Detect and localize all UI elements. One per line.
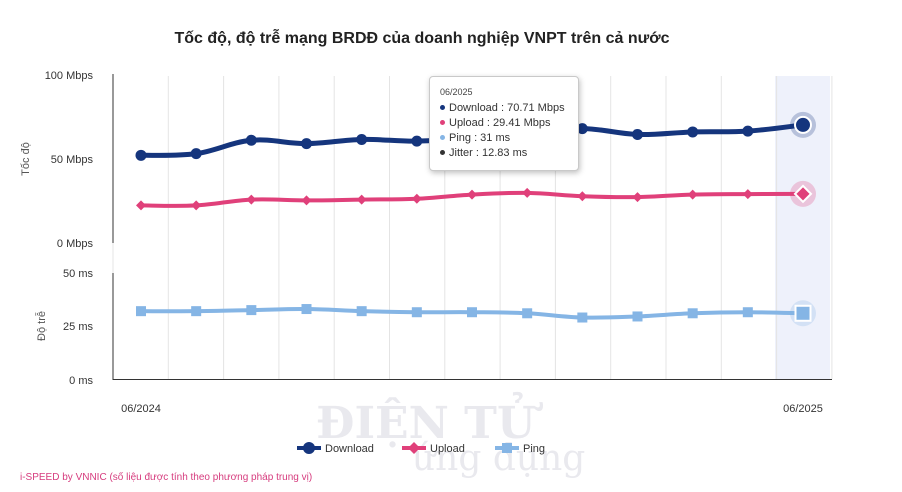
series-ping: [136, 300, 816, 327]
legend-upload-marker: [408, 442, 420, 454]
y-tick-label-50-ms: 50 ms: [63, 268, 93, 280]
legend-ping-label: Ping: [523, 443, 545, 455]
chart-title: Tốc độ, độ trễ mạng BRDĐ của doanh nghiệ…: [175, 28, 670, 47]
upload-point-01/2025[interactable]: [522, 187, 533, 198]
watermark-line2: ứng dụng: [412, 438, 585, 479]
tooltip-dot-download: [440, 104, 445, 110]
ping-point-03/2025[interactable]: [632, 311, 643, 322]
legend-item-download[interactable]: Download: [297, 442, 374, 455]
tooltip-dot-jitter: [440, 149, 445, 155]
upload-point-03/2025[interactable]: [632, 192, 643, 203]
download-point-06/2024[interactable]: [135, 149, 147, 161]
download-point-07/2024[interactable]: [190, 148, 202, 160]
download-point-10/2024[interactable]: [356, 133, 368, 145]
upload-point-12/2024[interactable]: [467, 189, 477, 200]
ping-point-07/2024[interactable]: [191, 306, 202, 317]
download-point-08/2024[interactable]: [245, 134, 257, 146]
x-tick-label-start: 06/2024: [121, 403, 161, 415]
download-point-03/2025[interactable]: [632, 128, 643, 140]
legend-upload-label: Upload: [430, 443, 465, 455]
download-point-09/2024[interactable]: [301, 138, 312, 150]
legend-download-label: Download: [325, 443, 374, 455]
download-point-06/2025[interactable]: [794, 115, 812, 134]
upload-point-04/2025[interactable]: [687, 189, 698, 200]
watermark-line1: ĐIỆN TỬ: [316, 390, 544, 449]
ping-point-08/2024[interactable]: [246, 305, 257, 316]
download-point-05/2025[interactable]: [742, 125, 754, 137]
tooltip-dot-upload: [440, 119, 445, 125]
ping-point-11/2024[interactable]: [411, 307, 422, 318]
tooltip-jitter-text: Jitter : 12.83 ms: [449, 147, 528, 159]
ping-point-12/2024[interactable]: [467, 307, 477, 318]
y-tick-labels: 100 Mbps 50 Mbps 0 Mbps 50 ms 25 ms 0 ms: [45, 70, 94, 387]
tooltip-download-text: Download : 70.71 Mbps: [449, 102, 565, 114]
ping-point-01/2025[interactable]: [522, 308, 533, 319]
y-tick-label-0-mbps: 0 Mbps: [57, 238, 94, 250]
y-tick-label-25-ms: 25 ms: [63, 321, 93, 333]
y-tick-label-100-mbps: 100 Mbps: [45, 70, 94, 82]
x-tick-label-end: 06/2025: [783, 403, 823, 415]
tooltip-header: 06/2025: [440, 87, 473, 97]
ping-point-05/2025[interactable]: [742, 307, 753, 318]
footer-source: i-SPEED by VNNIC (số liệu được tính theo…: [20, 471, 312, 483]
y-tick-label-0-ms: 0 ms: [69, 375, 93, 387]
upload-point-06/2025[interactable]: [793, 184, 813, 204]
tooltip-ping-text: Ping : 31 ms: [449, 132, 511, 144]
ping-point-06/2025[interactable]: [794, 304, 812, 322]
upload-point-08/2024[interactable]: [246, 194, 257, 205]
tooltip: 06/2025 Download : 70.71 Mbps Upload : 2…: [429, 76, 579, 171]
ping-point-04/2025[interactable]: [687, 308, 698, 319]
upload-point-06/2024[interactable]: [136, 200, 146, 211]
watermark: ĐIỆN TỬ ứng dụng: [316, 390, 585, 479]
legend-item-upload[interactable]: Upload: [402, 442, 465, 455]
upload-point-02/2025[interactable]: [577, 191, 588, 202]
tooltip-row-jitter: Jitter : 12.83 ms: [440, 146, 578, 161]
tooltip-row-download: Download : 70.71 Mbps: [440, 101, 578, 116]
tooltip-upload-text: Upload : 29.41 Mbps: [449, 117, 551, 129]
download-point-04/2025[interactable]: [687, 126, 699, 138]
download-point-11/2024[interactable]: [411, 135, 423, 147]
upload-point-07/2024[interactable]: [191, 200, 202, 211]
tooltip-row-upload: Upload : 29.41 Mbps: [440, 116, 578, 131]
legend-ping-marker: [502, 443, 512, 453]
y-axis-title-speed: Tốc độ: [20, 142, 32, 176]
ping-point-10/2024[interactable]: [356, 306, 367, 317]
ping-point-09/2024[interactable]: [301, 304, 312, 315]
upload-point-05/2025[interactable]: [742, 189, 753, 200]
y-axis-title-latency: Độ trễ: [35, 311, 48, 341]
ping-point-02/2025[interactable]: [577, 312, 588, 323]
download-point-02/2025[interactable]: [576, 123, 588, 135]
tooltip-row-ping: Ping : 31 ms: [440, 131, 578, 146]
tooltip-dot-ping: [440, 134, 445, 140]
upload-point-10/2024[interactable]: [356, 194, 367, 205]
legend-item-ping[interactable]: Ping: [495, 443, 545, 455]
ping-point-06/2024[interactable]: [136, 306, 146, 317]
axes: [112, 74, 832, 380]
series-upload: [136, 180, 816, 211]
legend-download-marker: [303, 442, 315, 454]
legend: Download Upload Ping: [297, 442, 545, 455]
upload-point-09/2024[interactable]: [301, 195, 312, 206]
y-tick-label-50-mbps: 50 Mbps: [51, 154, 94, 166]
upload-point-11/2024[interactable]: [411, 193, 422, 204]
